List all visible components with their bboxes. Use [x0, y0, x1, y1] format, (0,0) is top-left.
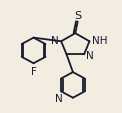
Text: N: N — [51, 36, 59, 46]
Text: S: S — [74, 11, 81, 21]
Text: F: F — [31, 66, 36, 76]
Text: N: N — [55, 93, 63, 103]
Text: NH: NH — [92, 36, 107, 46]
Text: N: N — [86, 51, 94, 61]
